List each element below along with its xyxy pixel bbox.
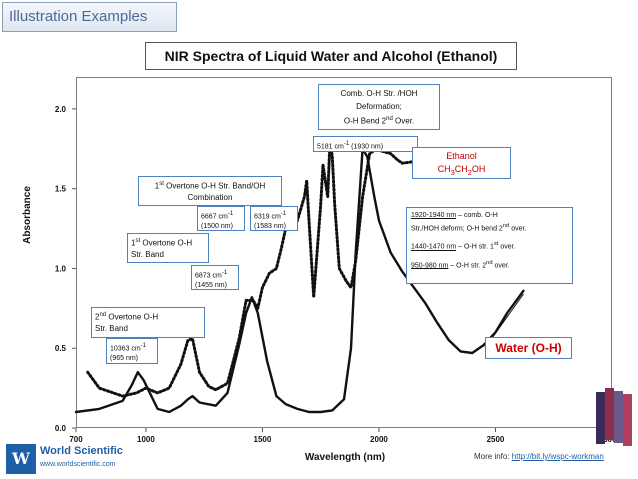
x-tick-label: 1500: [254, 435, 272, 444]
note-second-overtone: 950-980 nm – O-H str. 2nd over.: [411, 259, 510, 269]
x-axis-label: Wavelength (nm): [304, 452, 386, 463]
band-assignment-notes: 1920-1940 nm – comb. O-H Str./HOH deform;…: [406, 207, 573, 284]
annotation-second-overtone: 2nd Overtone O-H Str. Band: [91, 307, 205, 338]
ethanol-series-label: Ethanol CH3CH2OH: [412, 147, 511, 179]
x-tick-label: 2500: [487, 435, 505, 444]
annotation-6667: 6667 cm-1 (1500 nm): [197, 206, 245, 231]
chart-title: NIR Spectra of Liquid Water and Alcohol …: [145, 42, 517, 70]
annotation-first-overtone: 1st Overtone O-H Str. Band: [127, 233, 209, 263]
note-combination: 1920-1940 nm – comb. O-H Str./HOH deform;…: [411, 212, 527, 233]
y-tick-label: 1.0: [55, 264, 67, 273]
annotation-10363: 10363 cm-1 (965 nm): [106, 338, 158, 364]
y-tick-label: 2.0: [55, 105, 67, 114]
annotation-first-overtone-combination: 1st Overtone O-H Str. Band/OH Combinatio…: [138, 176, 282, 206]
book-cover-image: [596, 388, 632, 448]
publisher-url: www.worldscientific.com: [40, 461, 116, 468]
publisher-logo: W World Scientific www.worldscientific.c…: [6, 442, 146, 476]
globe-w-icon: W: [6, 444, 36, 474]
annotation-5181: 5181 cm-1 (1930 nm): [313, 136, 418, 152]
water-series-label: Water (O-H): [485, 337, 572, 359]
water-spectrum-line: [74, 147, 525, 414]
y-tick-label: 1.5: [55, 185, 67, 194]
header-title: Illustration Examples: [2, 2, 177, 32]
note-first-overtone: 1440-1470 nm – O-H str. 1st over.: [411, 241, 516, 251]
publisher-name: World Scientific: [40, 445, 123, 457]
annotation-combination-band: Comb. O-H Str. /HOH Deformation; O-H Ben…: [318, 84, 440, 130]
y-tick-label: 0.0: [55, 424, 67, 433]
x-tick-label: 2000: [370, 435, 388, 444]
y-tick-label: 0.5: [55, 344, 67, 353]
x-tick-label: 1000: [137, 435, 155, 444]
annotation-6319: 6319 cm-1 (1583 nm): [250, 206, 298, 231]
more-info-link[interactable]: http://bit.ly/wspc-workman: [511, 452, 604, 461]
x-tick-label: 700: [69, 435, 83, 444]
more-info: More info: http://bit.ly/wspc-workman: [474, 452, 604, 461]
annotation-6873: 6873 cm-1 (1455 nm): [191, 265, 239, 290]
y-axis-label: Absorbance: [22, 186, 33, 244]
